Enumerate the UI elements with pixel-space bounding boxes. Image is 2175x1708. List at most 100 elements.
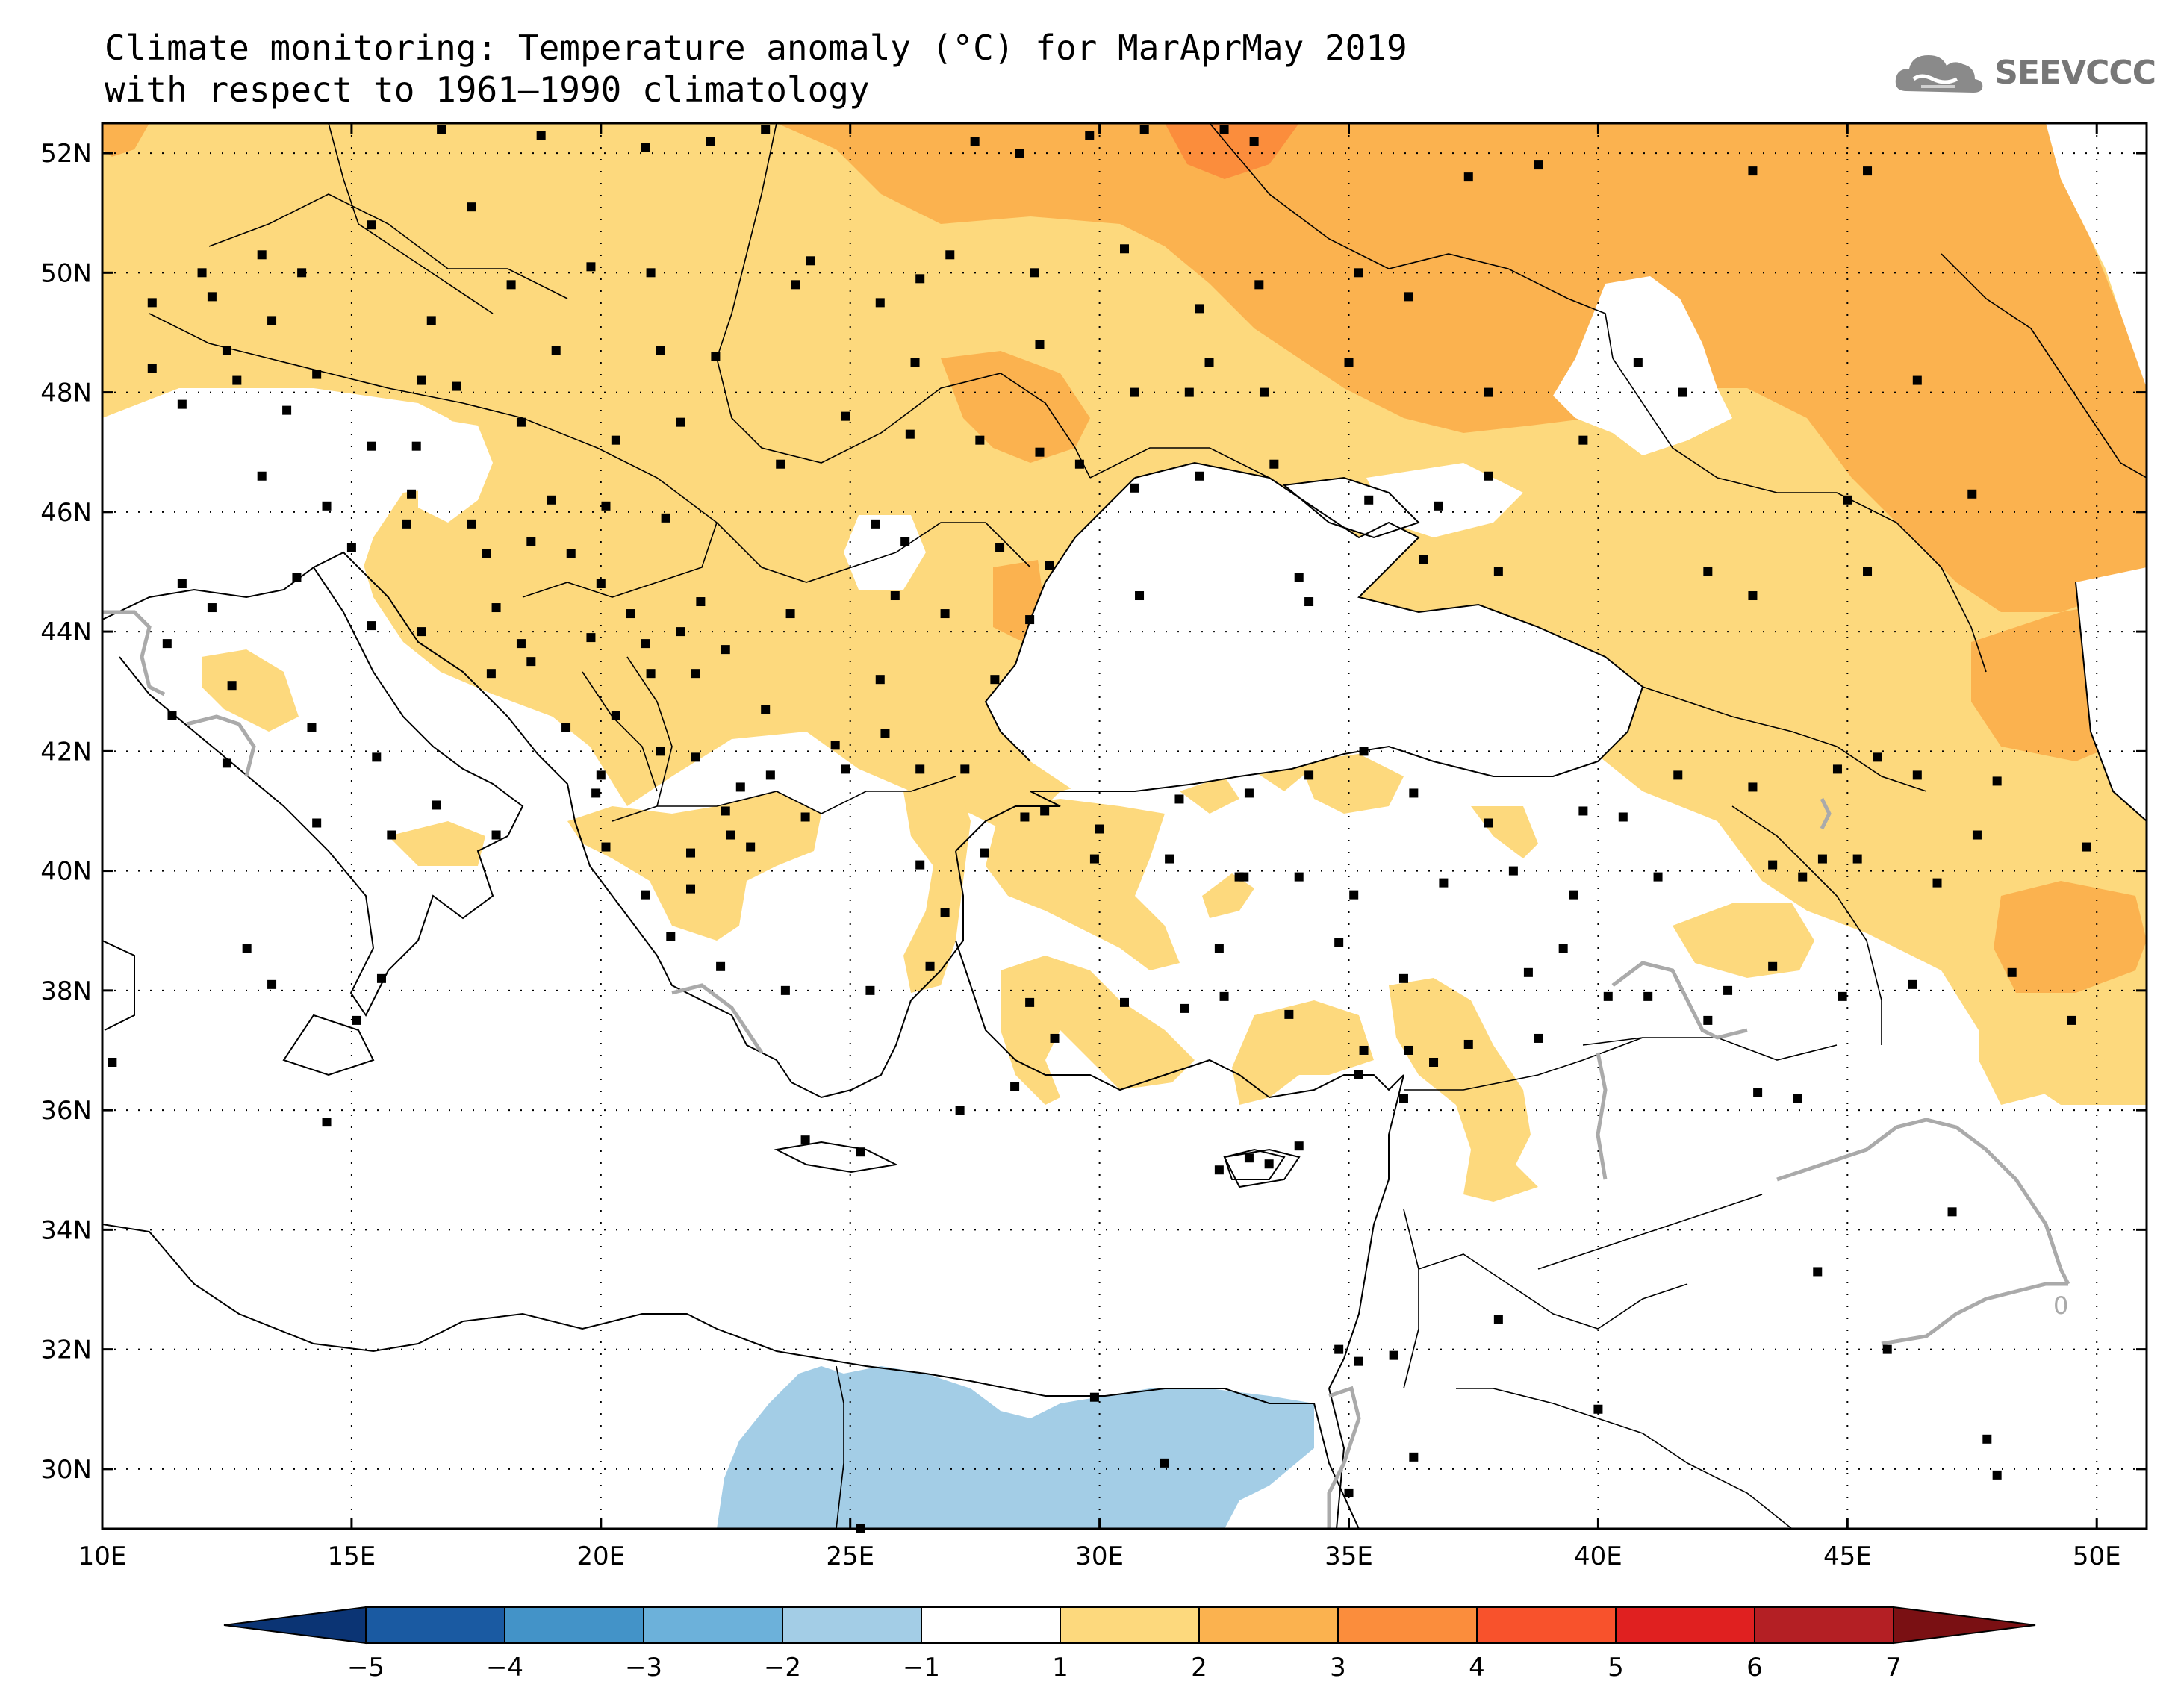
station-marker <box>1813 1267 1823 1277</box>
station-marker <box>407 489 417 499</box>
axes: 10E 15E 20E 25E 30E 35E 40E 45E 50E 30N 32N 34N 36N 3… <box>40 123 2147 1571</box>
colorbar-tick-label: 2 <box>1191 1653 1207 1683</box>
station-marker <box>970 137 980 146</box>
station-marker <box>1025 615 1035 625</box>
station-marker <box>925 961 935 971</box>
lon-tick-label: 35E <box>1325 1542 1373 1571</box>
colorbar-tick-label: 6 <box>1746 1653 1763 1683</box>
station-marker <box>596 770 606 780</box>
station-marker <box>1269 459 1279 469</box>
station-marker <box>586 262 596 272</box>
station-marker <box>1135 591 1145 601</box>
station-marker <box>915 274 925 284</box>
station-marker <box>516 417 526 427</box>
station-marker <box>387 830 396 840</box>
colorbar-tick-label: 7 <box>1885 1653 1902 1683</box>
station-marker <box>1793 1094 1802 1103</box>
station-marker <box>1304 597 1314 607</box>
station-marker <box>1045 561 1054 570</box>
station-marker <box>1618 812 1628 822</box>
station-marker <box>177 579 187 588</box>
station-marker <box>975 435 985 445</box>
station-marker <box>626 609 635 619</box>
station-marker <box>676 627 685 637</box>
station-marker <box>641 143 650 152</box>
station-marker <box>547 495 556 505</box>
station-marker <box>167 711 177 720</box>
station-marker <box>1484 387 1493 397</box>
station-marker <box>561 723 571 732</box>
station-marker <box>1089 854 1099 864</box>
station-marker <box>661 513 670 523</box>
station-marker <box>611 711 620 720</box>
station-marker <box>1354 1356 1363 1366</box>
station-marker <box>915 764 925 774</box>
station-marker <box>1244 1153 1254 1163</box>
station-marker <box>1214 1165 1224 1175</box>
station-marker <box>960 764 970 774</box>
station-marker <box>1244 788 1254 798</box>
lon-tick-label: 25E <box>826 1542 874 1571</box>
colorbar-segment <box>921 1606 1061 1644</box>
coastlines <box>102 461 2147 1529</box>
station-marker <box>1219 125 1229 134</box>
station-marker <box>1967 489 1977 499</box>
station-marker <box>1534 160 1543 170</box>
station-marker <box>711 352 721 361</box>
station-marker <box>322 501 332 511</box>
station-marker <box>980 848 990 858</box>
station-marker <box>1653 872 1663 882</box>
lat-tick-label: 42N <box>40 737 92 767</box>
colorbar-tick-label: −1 <box>903 1653 940 1683</box>
station-marker <box>1947 1207 1957 1217</box>
station-marker <box>506 280 516 290</box>
station-marker <box>841 764 850 774</box>
station-marker <box>1578 435 1588 445</box>
station-marker <box>1434 501 1443 511</box>
station-marker <box>726 830 735 840</box>
station-marker <box>1139 125 1149 134</box>
station-marker <box>491 603 501 613</box>
station-marker <box>1992 1470 2002 1480</box>
station-marker <box>1389 1350 1398 1360</box>
station-marker <box>871 519 880 529</box>
station-marker <box>1398 973 1408 983</box>
station-marker <box>1484 471 1493 481</box>
station-marker <box>411 441 421 451</box>
station-marker <box>352 1015 361 1025</box>
lat-tick-label: 46N <box>40 498 92 528</box>
station-marker <box>1463 1039 1473 1049</box>
station-marker <box>1344 358 1354 367</box>
station-marker <box>222 758 231 768</box>
station-marker <box>1463 172 1473 182</box>
station-marker <box>641 890 650 900</box>
station-marker <box>910 358 920 367</box>
station-marker <box>467 519 476 529</box>
station-marker <box>1603 991 1613 1001</box>
seevccc-logo: SEEVCCC <box>1891 45 2156 100</box>
station-marker <box>1074 459 1084 469</box>
colorbar: −5 −4 −3 −2 −1 1 2 3 4 5 6 7 <box>223 1606 2036 1683</box>
lat-tick-label: 40N <box>40 857 92 887</box>
station-marker <box>880 729 890 738</box>
station-marker <box>1912 375 1922 385</box>
station-marker <box>1817 854 1827 864</box>
station-marker <box>865 985 875 995</box>
colorbar-segment <box>1754 1606 1894 1644</box>
station-marker <box>297 268 307 278</box>
logo-text: SEEVCCC <box>1994 53 2156 92</box>
zero-contours <box>102 610 2070 1529</box>
station-marker <box>1030 268 1039 278</box>
station-marker <box>1673 770 1683 780</box>
lon-tick-label: 30E <box>1075 1542 1124 1571</box>
station-marker <box>1130 387 1139 397</box>
station-marker <box>1798 872 1808 882</box>
station-marker <box>452 381 461 391</box>
station-marker <box>1908 979 1917 989</box>
station-marker <box>227 681 237 691</box>
station-marker <box>716 961 726 971</box>
station-marker <box>1020 812 1030 822</box>
station-marker <box>1254 280 1264 290</box>
station-marker <box>601 501 611 511</box>
station-marker <box>1863 166 1873 176</box>
